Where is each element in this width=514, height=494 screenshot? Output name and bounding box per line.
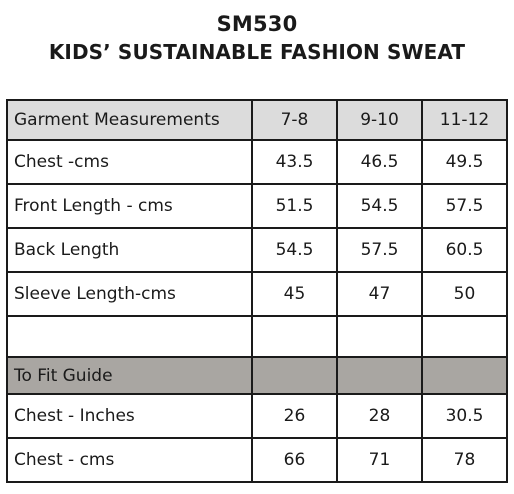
- product-code: SM530: [216, 12, 298, 36]
- product-name: KIDS’ SUSTAINABLE FASHION SWEAT: [48, 40, 466, 64]
- table-cell: 45: [251, 271, 338, 317]
- table-cell: 46.5: [336, 139, 423, 185]
- row-label: Front Length - cms: [6, 183, 253, 229]
- table-row: Chest -cms 43.5 46.5 49.5: [6, 139, 508, 185]
- title-block: SM530 KIDS’ SUSTAINABLE FASHION SWEAT: [0, 10, 514, 66]
- fit-guide-section-row: To Fit Guide: [6, 356, 508, 395]
- table-cell: 28: [336, 393, 423, 439]
- table-cell: 78: [421, 437, 508, 483]
- table-cell: 47: [336, 271, 423, 317]
- table-cell: 30.5: [421, 393, 508, 439]
- column-header-measurements: Garment Measurements: [6, 99, 253, 141]
- table-row: Back Length 54.5 57.5 60.5: [6, 227, 508, 273]
- table-cell: 57.5: [421, 183, 508, 229]
- blank-cell: [336, 315, 423, 358]
- section-cell: [251, 356, 338, 395]
- section-cell: [421, 356, 508, 395]
- row-label: Back Length: [6, 227, 253, 273]
- table-cell: 26: [251, 393, 338, 439]
- blank-cell: [6, 315, 253, 358]
- blank-cell: [251, 315, 338, 358]
- table-cell: 54.5: [251, 227, 338, 273]
- blank-cell: [421, 315, 508, 358]
- blank-row: [6, 315, 508, 358]
- fit-guide-heading: To Fit Guide: [6, 356, 253, 395]
- column-header-size: 11-12: [421, 99, 508, 141]
- table-cell: 50: [421, 271, 508, 317]
- table-cell: 49.5: [421, 139, 508, 185]
- table-row: Chest - cms 66 71 78: [6, 437, 508, 483]
- row-label: Sleeve Length-cms: [6, 271, 253, 317]
- table-cell: 60.5: [421, 227, 508, 273]
- table-header-row: Garment Measurements 7-8 9-10 11-12: [6, 99, 508, 141]
- section-cell: [336, 356, 423, 395]
- row-label: Chest - cms: [6, 437, 253, 483]
- table-row: Chest - Inches 26 28 30.5: [6, 393, 508, 439]
- row-label: Chest - Inches: [6, 393, 253, 439]
- row-label: Chest -cms: [6, 139, 253, 185]
- column-header-size: 9-10: [336, 99, 423, 141]
- table-cell: 54.5: [336, 183, 423, 229]
- table-cell: 51.5: [251, 183, 338, 229]
- table-cell: 43.5: [251, 139, 338, 185]
- table-cell: 71: [336, 437, 423, 483]
- table-cell: 66: [251, 437, 338, 483]
- column-header-size: 7-8: [251, 99, 338, 141]
- size-chart-table: Garment Measurements 7-8 9-10 11-12 Ches…: [6, 99, 508, 483]
- table-cell: 57.5: [336, 227, 423, 273]
- table-row: Sleeve Length-cms 45 47 50: [6, 271, 508, 317]
- table-row: Front Length - cms 51.5 54.5 57.5: [6, 183, 508, 229]
